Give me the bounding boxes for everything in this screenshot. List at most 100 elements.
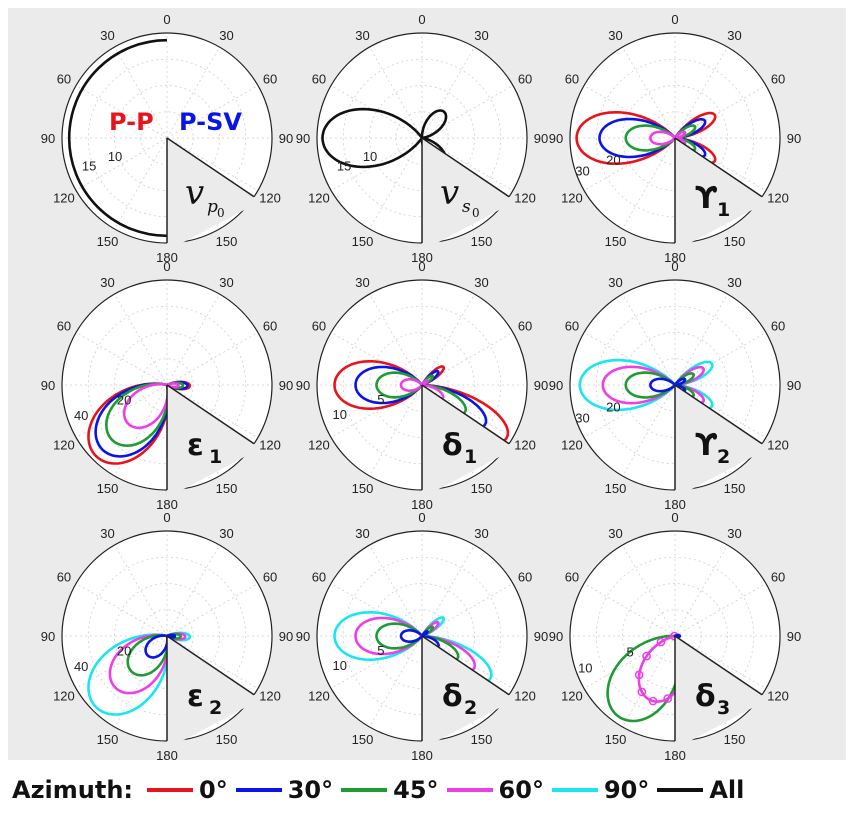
angle-tick-label: 90	[787, 629, 801, 644]
radial-tick-label: 20	[117, 644, 131, 659]
angle-tick-label: 30	[355, 28, 369, 43]
panel-label-sub: 1	[209, 446, 222, 468]
angle-tick-label: 0	[671, 510, 678, 525]
panel-label-sub: 2	[717, 446, 730, 468]
series-marker	[642, 651, 651, 661]
wedge-edge	[421, 384, 510, 445]
angle-tick-label: 180	[156, 250, 178, 265]
panel-label-sub: 1	[464, 446, 477, 468]
angle-tick-label: 150	[471, 481, 493, 496]
grid-ring	[369, 332, 475, 438]
angle-tick-label: 60	[771, 72, 785, 87]
angle-tick-label: 120	[561, 689, 583, 704]
angle-tick-label: 180	[664, 250, 686, 265]
polar-chart-delta3: 0 30 60 90 120 150 180 30 60 90 120 150 5 10 δ 3	[549, 510, 801, 763]
legend-swatch	[657, 788, 704, 792]
polar-series-60deg	[673, 130, 687, 140]
legend-item: 45°	[337, 776, 442, 804]
angle-tick-label: 120	[561, 438, 583, 453]
angle-tick-label: 180	[156, 497, 178, 512]
legend-swatch	[147, 788, 194, 792]
polar-series-60deg	[165, 382, 180, 389]
angle-tick-label: 150	[352, 481, 374, 496]
polar-series-60deg	[649, 130, 677, 146]
angle-tick-label: 60	[518, 319, 532, 334]
panel-label: ε	[187, 679, 204, 714]
radial-tick-label: 10	[333, 658, 347, 673]
polar-series-45deg	[624, 371, 677, 399]
angle-tick-label: 30	[474, 275, 488, 290]
angle-tick-label: 180	[664, 497, 686, 512]
angle-tick-label: 0	[418, 259, 425, 274]
polar-series-45deg	[375, 371, 424, 399]
angle-tick-label: 120	[561, 191, 583, 206]
polar-series-90deg	[87, 633, 170, 716]
polar-series-30deg	[144, 634, 169, 659]
angle-tick-label: 120	[259, 191, 281, 206]
polar-series-0deg	[333, 360, 424, 410]
grid-ring	[595, 556, 755, 716]
angle-tick-label: 90	[279, 378, 293, 393]
series-marker	[656, 637, 666, 647]
angle-tick-label: 30	[608, 526, 622, 541]
angle-tick-label: 90	[41, 131, 55, 146]
legend-swatch	[551, 788, 598, 792]
angle-tick-label: 60	[565, 319, 579, 334]
panel-label: v	[185, 173, 204, 213]
grid-ring	[622, 583, 728, 689]
radial-tick-label: 5	[377, 392, 384, 407]
angle-tick-label: 90	[41, 378, 55, 393]
wedge-edge	[166, 137, 255, 198]
radial-tick-label: 30	[575, 411, 589, 426]
polar-series-0deg	[575, 111, 677, 165]
angle-tick-label: 90	[296, 378, 310, 393]
radial-tick-label: 10	[108, 149, 122, 164]
angle-tick-label: 0	[418, 510, 425, 525]
legend-item: 30°	[232, 776, 337, 804]
angle-tick-label: 60	[263, 319, 277, 334]
wedge-edge	[166, 635, 255, 696]
angle-tick-label: 30	[100, 275, 114, 290]
polar-chart-upsilon1: 0 30 60 90 120 150 180 30 60 90 120 150 20 30 ϒ 1	[549, 12, 801, 265]
panel-label: δ	[442, 679, 463, 714]
panel-label-subsub: 0	[217, 206, 225, 220]
angle-tick-label: 150	[471, 732, 493, 747]
angle-tick-label: 90	[41, 629, 55, 644]
grid-ring	[114, 332, 220, 438]
angle-tick-label: 60	[57, 319, 71, 334]
angle-tick-label: 90	[787, 378, 801, 393]
angle-tick-label: 30	[100, 28, 114, 43]
angle-tick-label: 30	[355, 526, 369, 541]
angle-tick-label: 150	[724, 481, 746, 496]
angle-tick-label: 60	[312, 319, 326, 334]
angle-tick-label: 90	[279, 629, 293, 644]
angle-tick-label: 90	[279, 131, 293, 146]
angle-tick-label: 0	[671, 12, 678, 27]
angle-tick-label: 150	[216, 732, 238, 747]
angle-tick-label: 180	[411, 748, 433, 763]
grid-ring	[622, 85, 728, 191]
angle-tick-label: 30	[727, 275, 741, 290]
polar-series-30deg	[673, 377, 687, 387]
panel-label: δ	[442, 428, 463, 463]
legend-swatch	[446, 788, 493, 792]
angle-tick-label: 0	[163, 259, 170, 274]
wedge-cutout	[422, 138, 516, 251]
legend-label: All	[709, 776, 745, 804]
polar-series-60deg	[420, 379, 429, 387]
angle-tick-label: 180	[156, 748, 178, 763]
grid-ring	[114, 583, 220, 689]
wave-label-psv: P-SV	[179, 108, 242, 136]
polar-series-45deg	[105, 382, 170, 447]
polar-series-30deg	[94, 382, 170, 458]
wedge-cutout	[422, 385, 516, 498]
legend-swatch	[341, 788, 388, 792]
polar-chart-upsilon2: 0 30 60 90 120 150 180 30 60 90 120 150 20 30 ϒ 2	[549, 259, 801, 512]
legend: Azimuth: 0° 30° 45° 60° 90° All	[12, 772, 748, 808]
wedge-cutout	[167, 636, 261, 749]
angle-tick-label: 150	[216, 234, 238, 249]
angle-tick-label: 150	[605, 732, 627, 747]
angle-tick-label: 30	[219, 28, 233, 43]
